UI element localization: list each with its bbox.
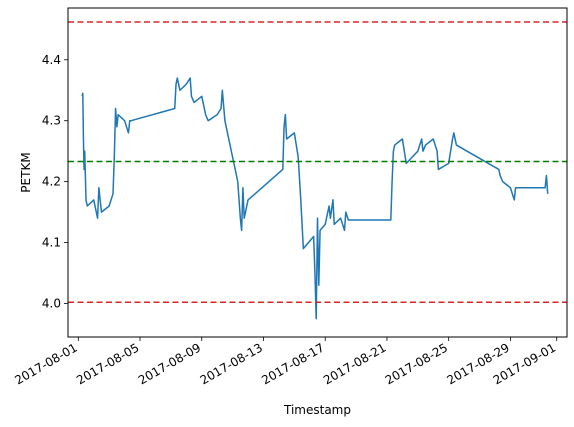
- y-tick-label: 4.4: [42, 53, 61, 67]
- plot-frame: [67, 7, 568, 338]
- y-tick-label: 4.3: [42, 114, 61, 128]
- x-axis-label: Timestamp: [283, 403, 351, 417]
- y-axis-label: PETKM: [19, 152, 33, 192]
- y-tick-label: 4.0: [42, 296, 61, 310]
- y-tick-label: 4.2: [42, 175, 61, 189]
- plot-area: [68, 21, 567, 320]
- y-axis: 4.0 4.1 4.2 4.3 4.4: [42, 53, 68, 310]
- series-line-0: [81, 77, 549, 320]
- y-tick-label: 4.1: [42, 236, 61, 250]
